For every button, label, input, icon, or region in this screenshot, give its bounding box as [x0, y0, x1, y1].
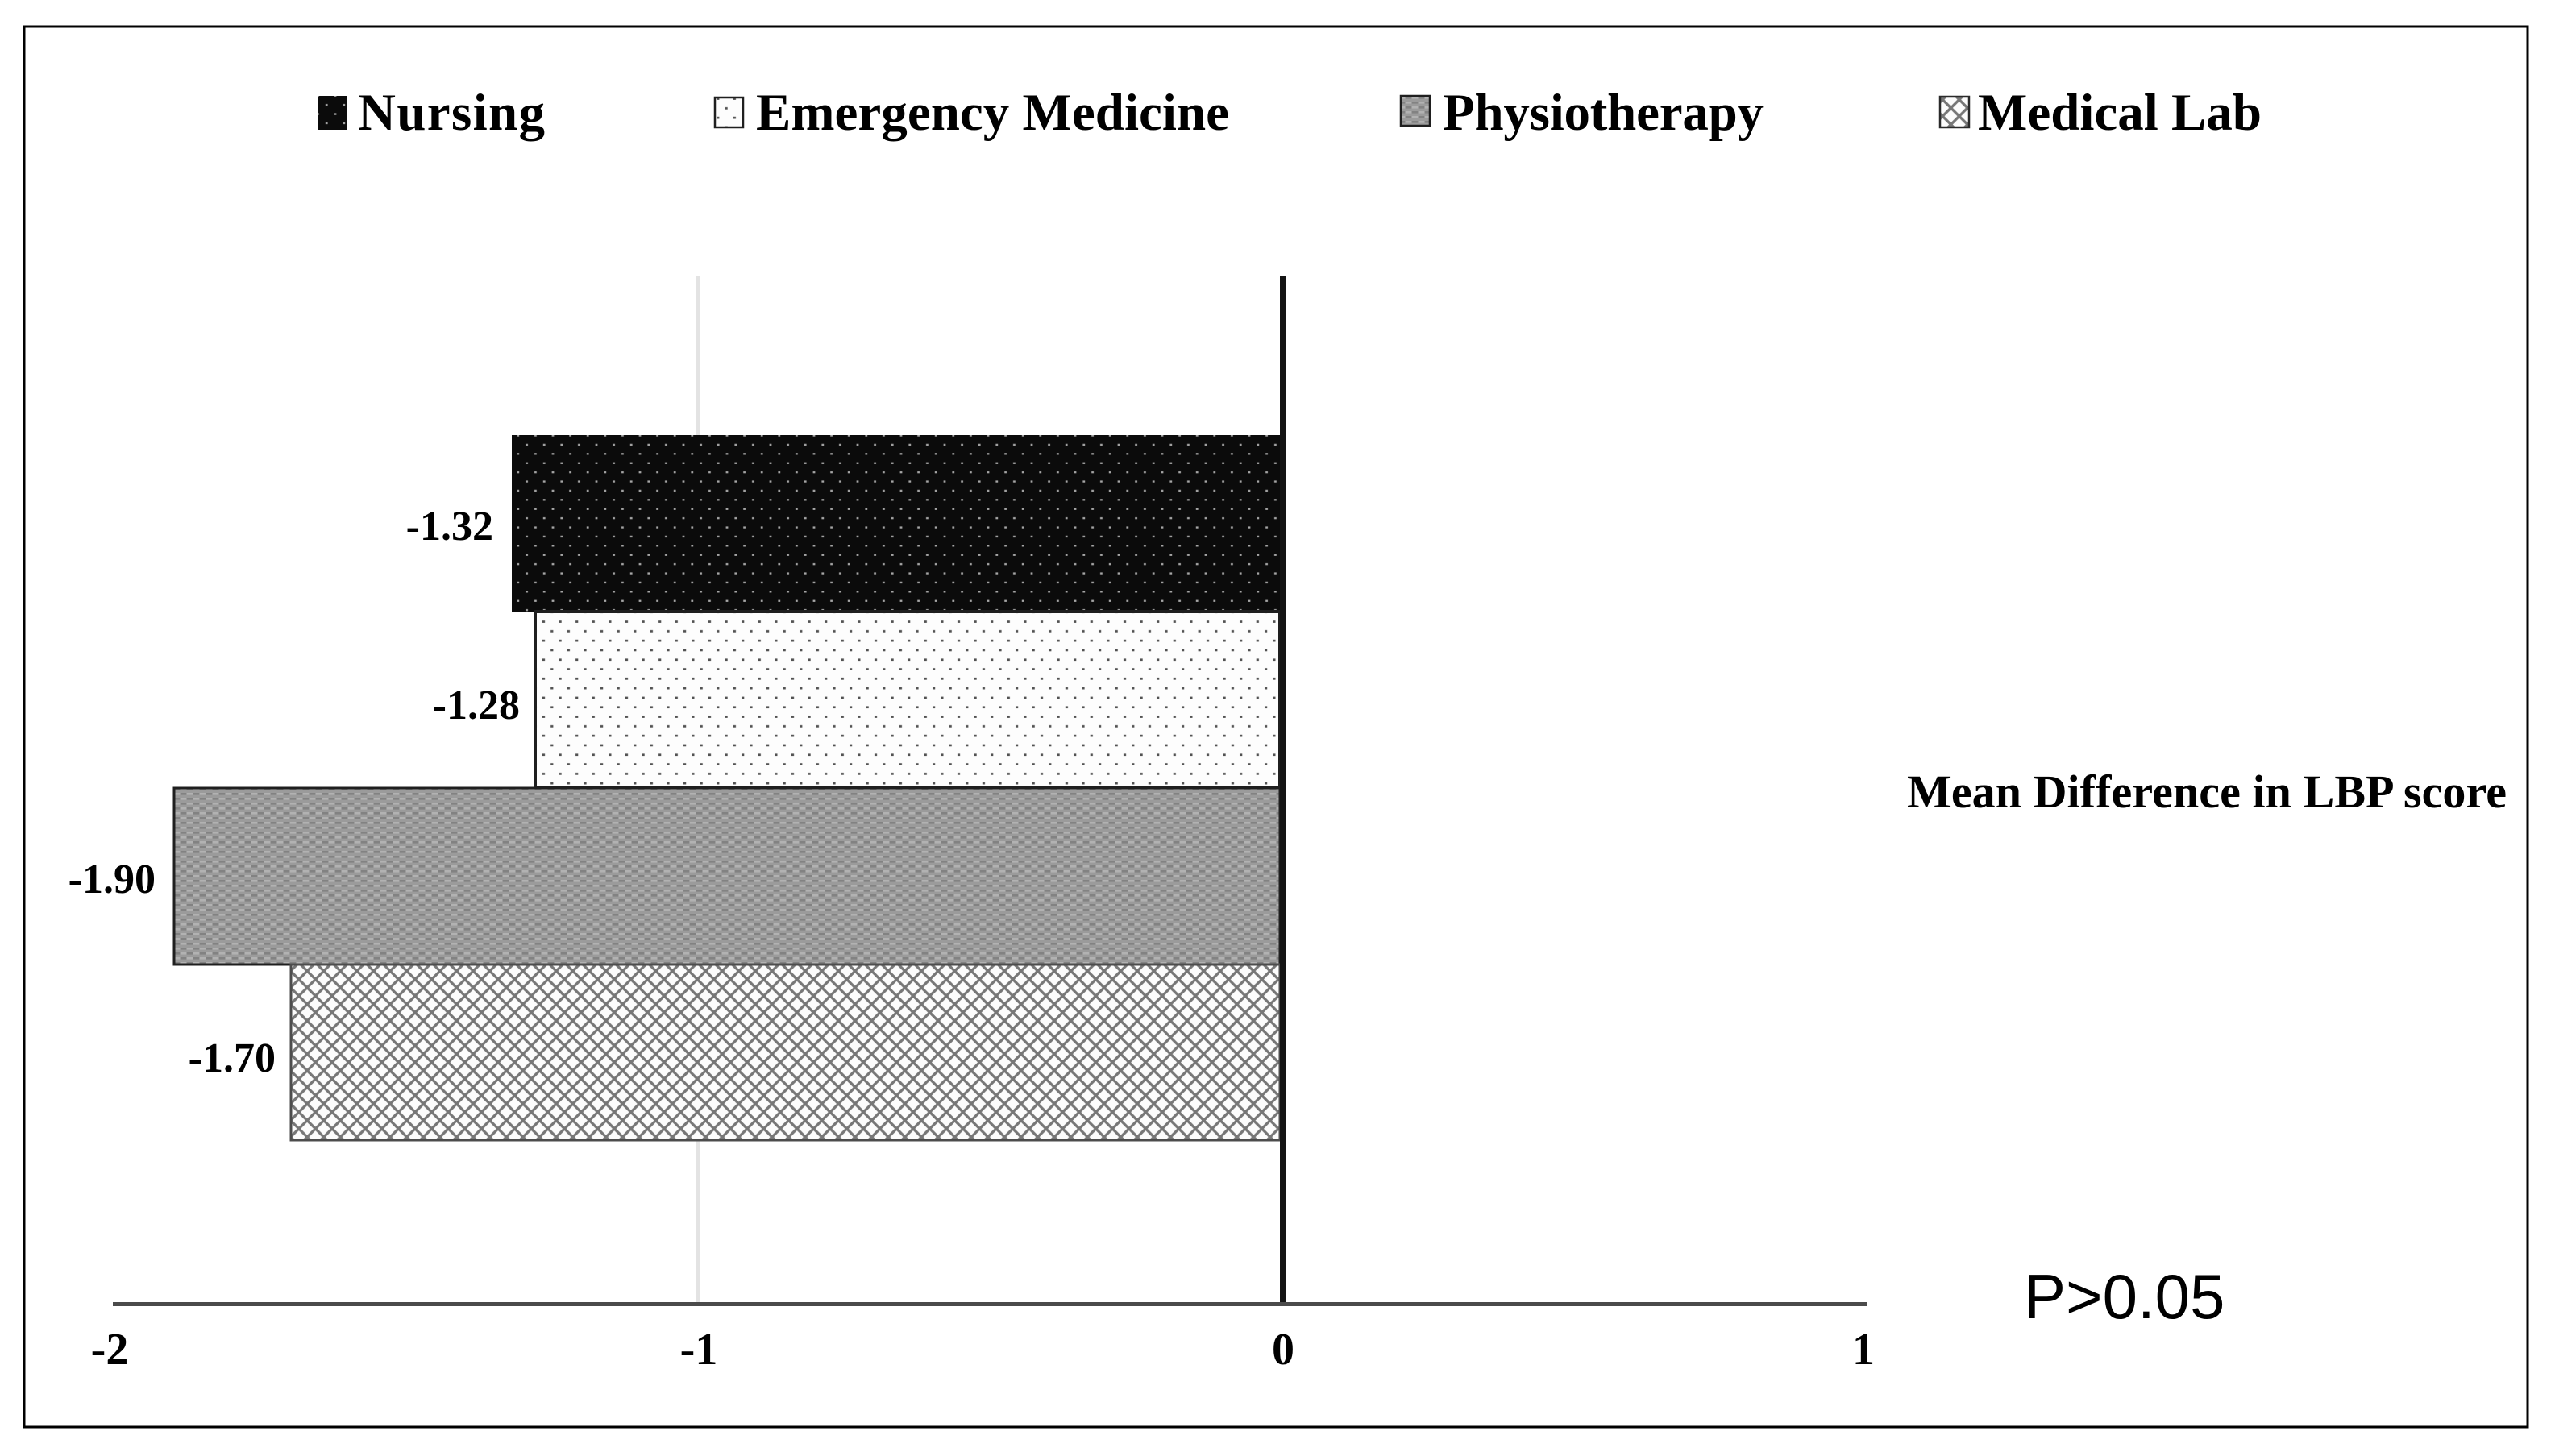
svg-text:Emergency Medicine: Emergency Medicine	[756, 84, 1229, 142]
svg-text:-1.28: -1.28	[433, 682, 520, 728]
svg-text:-1.90: -1.90	[69, 857, 156, 902]
svg-text:1: 1	[1852, 1325, 1875, 1375]
svg-text:Mean Difference in LBP score: Mean Difference in LBP score	[1907, 765, 2507, 818]
svg-text:-1: -1	[680, 1325, 718, 1375]
svg-text:P>0.05: P>0.05	[2024, 1261, 2225, 1332]
svg-text:Nursing: Nursing	[358, 84, 545, 142]
svg-text:-1.70: -1.70	[189, 1035, 276, 1081]
svg-text:0: 0	[1272, 1325, 1294, 1375]
svg-text:Physiotherapy: Physiotherapy	[1443, 84, 1764, 142]
svg-text:-1.32: -1.32	[406, 504, 493, 550]
svg-text:Medical Lab: Medical Lab	[1978, 84, 2262, 142]
svg-text:-2: -2	[91, 1325, 129, 1375]
